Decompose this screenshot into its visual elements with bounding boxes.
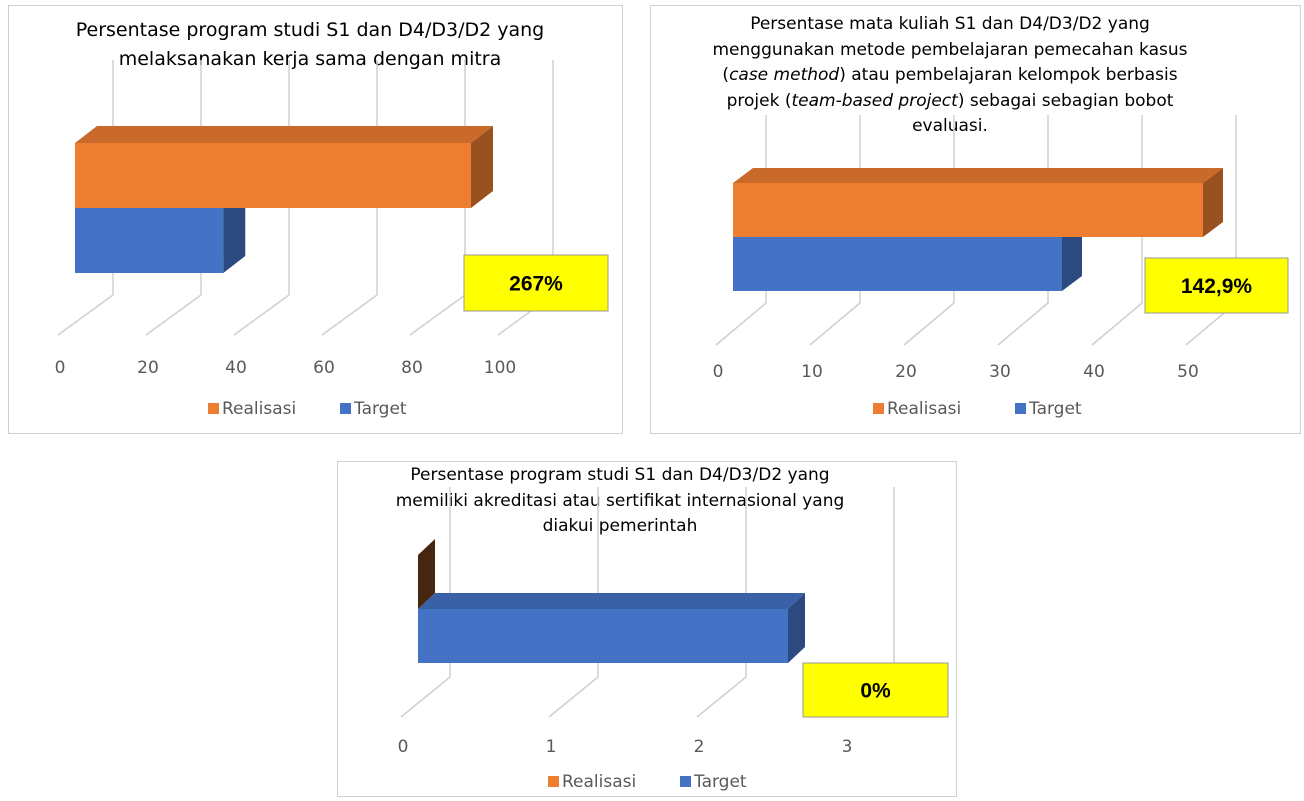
legend-label: Realisasi xyxy=(887,399,961,419)
legend-label: Target xyxy=(693,772,747,792)
x-tick-label: 50 xyxy=(1177,362,1199,382)
legend-swatch xyxy=(340,403,351,414)
legend-swatch xyxy=(1015,403,1026,414)
chart-title: Persentase program studi S1 dan D4/D3/D2… xyxy=(70,16,550,73)
title-segment: Persentase program studi S1 dan D4/D3/D2… xyxy=(395,465,845,536)
bar-side xyxy=(1062,222,1082,291)
annotation: 0% xyxy=(860,680,891,703)
bar-top xyxy=(75,126,493,143)
x-tick-label: 10 xyxy=(801,362,823,382)
annotation-box xyxy=(1144,257,1289,314)
bar xyxy=(75,126,493,208)
grid-line xyxy=(548,487,599,718)
x-tick-label: 80 xyxy=(401,358,423,378)
x-tick-label: 0 xyxy=(55,358,66,378)
legend-swatch xyxy=(873,403,884,414)
x-tick-label: 3 xyxy=(842,737,853,757)
bar-side xyxy=(471,126,493,208)
bar-side xyxy=(223,191,246,273)
x-tick-label: 100 xyxy=(484,358,516,378)
bar-front xyxy=(733,183,1203,237)
annotation: 142,9% xyxy=(1181,275,1253,298)
bar-top xyxy=(418,593,805,609)
grid-line xyxy=(400,487,451,718)
annotation: 267% xyxy=(509,273,563,296)
title-segment: Persentase program studi S1 dan D4/D3/D2… xyxy=(75,19,545,70)
bar-front xyxy=(733,237,1062,291)
bar-front xyxy=(75,143,471,208)
legend-swatch xyxy=(208,403,219,414)
legend-label: Realisasi xyxy=(562,772,636,792)
chart-title: Persentase program studi S1 dan D4/D3/D2… xyxy=(380,463,860,540)
x-tick-label: 40 xyxy=(225,358,247,378)
title-segment: ) atau pembelajaran kelompok berbasis pr… xyxy=(726,65,1178,111)
chart-title-text: Persentase program studi S1 dan D4/D3/D2… xyxy=(70,16,550,73)
x-tick-label: 0 xyxy=(713,362,724,382)
bar xyxy=(418,593,805,663)
x-tick-label: 2 xyxy=(694,737,705,757)
x-tick-label: 20 xyxy=(895,362,917,382)
title-segment: ) sebagai sebagian bobot evaluasi. xyxy=(912,90,1174,137)
bar-front xyxy=(418,609,788,663)
title-segment: Persentase mata kuliah S1 dan D4/D3/D2 y… xyxy=(712,14,1188,85)
x-tick-label: 0 xyxy=(398,737,409,757)
bar-top xyxy=(733,168,1223,183)
bar xyxy=(733,168,1223,237)
legend-label: Target xyxy=(1028,399,1082,419)
chart-title-text: Persentase mata kuliah S1 dan D4/D3/D2 y… xyxy=(700,12,1200,140)
legend-swatch xyxy=(548,776,559,787)
legend-swatch xyxy=(680,776,691,787)
bar-front xyxy=(75,208,224,273)
legend-label: Target xyxy=(353,399,407,419)
chart-title: Persentase mata kuliah S1 dan D4/D3/D2 y… xyxy=(700,12,1200,140)
x-tick-label: 60 xyxy=(313,358,335,378)
bar-side xyxy=(1203,168,1223,237)
x-tick-label: 20 xyxy=(137,358,159,378)
title-segment: team-based project xyxy=(791,90,958,111)
bar-side xyxy=(418,539,435,609)
chart-title-text: Persentase program studi S1 dan D4/D3/D2… xyxy=(380,463,860,540)
annotation-box xyxy=(463,254,609,312)
annotation-box xyxy=(802,662,949,718)
x-tick-label: 1 xyxy=(546,737,557,757)
grid-line xyxy=(696,487,747,718)
legend-label: Realisasi xyxy=(222,399,296,419)
bar xyxy=(418,539,435,609)
x-tick-label: 40 xyxy=(1083,362,1105,382)
title-segment: case method xyxy=(729,65,840,85)
x-tick-label: 30 xyxy=(989,362,1011,382)
bar-side xyxy=(788,593,805,663)
